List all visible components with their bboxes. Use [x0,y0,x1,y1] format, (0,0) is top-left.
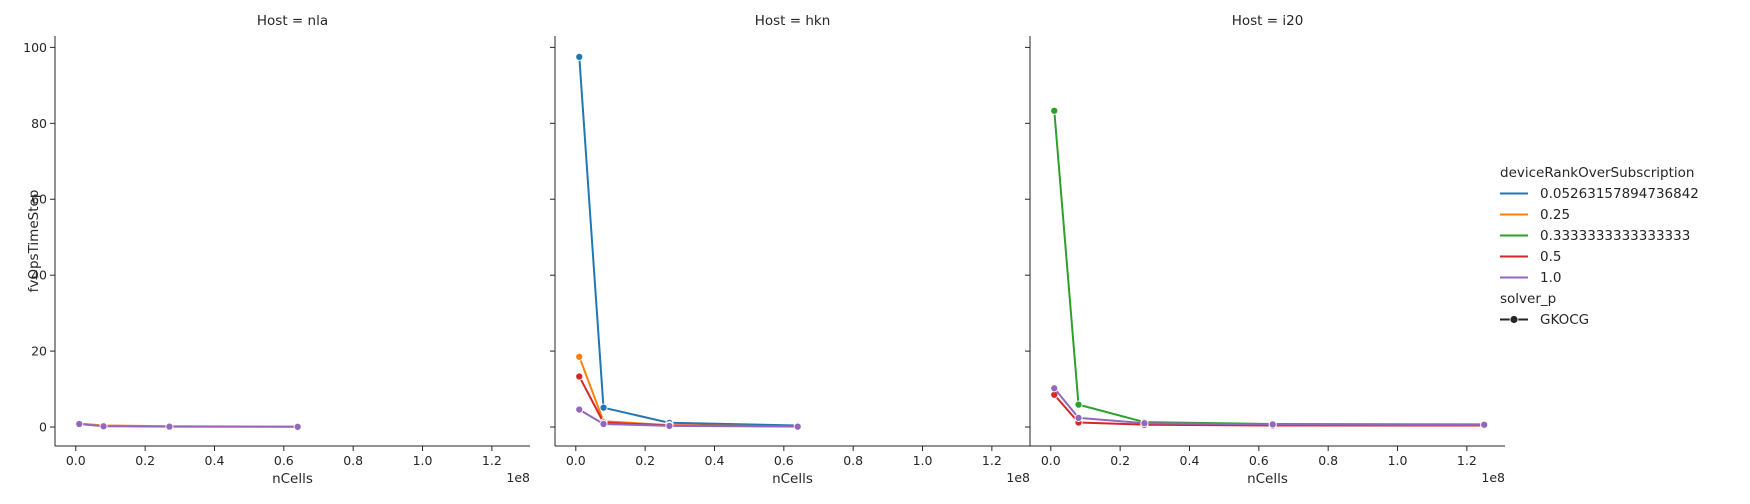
x-tick-label: 0.0 [566,453,586,468]
data-point [1268,420,1277,429]
series-line-1.0 [78,423,299,428]
y-axis-label: fvOpsTimeStep [26,190,42,293]
y-tick-label: 100 [23,40,47,55]
x-tick-label: 0.6 [274,453,294,468]
x-tick-label: 1.0 [413,453,433,468]
x-tick-label: 0.6 [774,453,794,468]
legend-entry: 0.05263157894736842 [1540,186,1699,202]
series-line-0.05263157894736842 [578,55,799,427]
panel-title-1: Host = hkn [755,13,831,29]
x-tick-label: 0.8 [343,453,363,468]
legend-entry: 0.3333333333333333 [1540,228,1690,244]
data-point [793,422,802,431]
legend-title: deviceRankOverSubscription [1500,165,1694,181]
x-offset-label: 1e8 [506,470,530,485]
x-tick-label: 0.4 [705,453,725,468]
series-line-0.5 [578,375,799,428]
legend-marker [1509,315,1519,324]
x-tick-label: 0.2 [635,453,655,468]
x-tick-label: 0.8 [1318,453,1338,468]
x-tick-label: 1.2 [982,453,1002,468]
series-line-0.25 [578,355,799,428]
data-point [1074,413,1083,422]
y-tick-label: 80 [31,116,47,131]
y-tick-label: 0 [39,420,47,435]
x-axis-label: nCells [1247,471,1288,487]
x-offset-label: 1e8 [1006,470,1030,485]
y-tick-label: 40 [31,268,47,283]
x-axis-label: nCells [772,471,813,487]
data-point [165,422,174,431]
data-point [1140,419,1149,428]
data-point [1050,384,1059,393]
data-point [665,421,674,430]
series-line-0.3333333333333333 [1053,109,1486,426]
legend-title: solver_p [1500,291,1556,307]
data-point [575,372,584,381]
data-point [599,403,608,412]
data-point [575,52,584,61]
data-point [1050,106,1059,115]
x-tick-label: 0.8 [843,453,863,468]
data-point [575,405,584,414]
x-tick-label: 0.0 [1041,453,1061,468]
x-tick-label: 1.2 [482,453,502,468]
x-tick-label: 1.2 [1457,453,1477,468]
data-point [1074,400,1083,409]
data-point [575,352,584,361]
data-point [599,419,608,429]
x-tick-label: 0.4 [1180,453,1200,468]
x-axis-label: nCells [272,471,313,487]
x-tick-label: 0.2 [1110,453,1130,468]
panel-title-0: Host = nla [257,13,328,29]
x-tick-label: 1.0 [1388,453,1408,468]
panel-title-2: Host = i20 [1232,13,1304,29]
series-line-1.0 [578,408,799,428]
series-line-1.0 [1053,387,1486,426]
legend-entry: GKOCG [1540,312,1589,328]
data-point [293,422,302,431]
legend-entry: 1.0 [1540,270,1561,286]
data-point [1480,420,1489,429]
x-tick-label: 1.0 [913,453,933,468]
data-point [75,419,84,429]
x-tick-label: 0.2 [135,453,155,468]
x-tick-label: 0.6 [1249,453,1269,468]
legend-entry: 0.25 [1540,207,1570,223]
y-tick-label: 60 [31,192,47,207]
x-tick-label: 0.0 [66,453,86,468]
y-tick-label: 20 [31,344,47,359]
legend-entry: 0.5 [1540,249,1561,265]
x-offset-label: 1e8 [1481,470,1505,485]
x-tick-label: 0.4 [205,453,225,468]
data-point [99,422,108,431]
